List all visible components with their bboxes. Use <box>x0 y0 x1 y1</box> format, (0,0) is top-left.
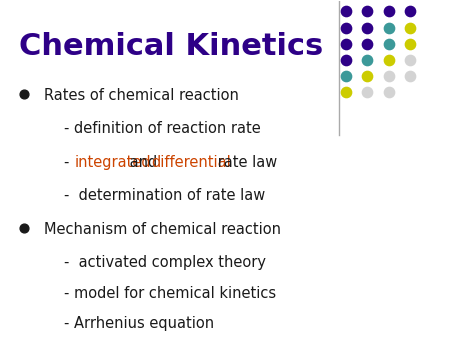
Point <box>406 9 414 14</box>
Point <box>406 25 414 30</box>
Point <box>385 9 392 14</box>
Text: Mechanism of chemical reaction: Mechanism of chemical reaction <box>44 222 281 237</box>
Text: integrated: integrated <box>74 155 151 170</box>
Text: - definition of reaction rate: - definition of reaction rate <box>64 121 261 136</box>
Text: - Arrhenius equation: - Arrhenius equation <box>64 316 214 331</box>
Point <box>342 57 349 63</box>
Point <box>385 41 392 46</box>
Point <box>342 41 349 46</box>
Text: - model for chemical kinetics: - model for chemical kinetics <box>64 286 276 300</box>
Point <box>406 57 414 63</box>
Text: -  determination of rate law: - determination of rate law <box>64 188 265 203</box>
Point <box>385 73 392 78</box>
Point <box>364 25 371 30</box>
Point <box>342 9 349 14</box>
Text: and: and <box>126 155 162 170</box>
Point <box>364 9 371 14</box>
Text: Chemical Kinetics: Chemical Kinetics <box>19 31 324 61</box>
Text: differential: differential <box>151 155 231 170</box>
Point <box>20 225 27 231</box>
Point <box>364 73 371 78</box>
Point <box>406 73 414 78</box>
Point <box>364 89 371 95</box>
Point <box>364 41 371 46</box>
Text: -  activated complex theory: - activated complex theory <box>64 256 266 270</box>
Point <box>364 57 371 63</box>
Point <box>342 25 349 30</box>
Text: -: - <box>64 155 74 170</box>
Point <box>385 25 392 30</box>
Point <box>342 89 349 95</box>
Point <box>342 73 349 78</box>
Point <box>406 41 414 46</box>
Text: Rates of chemical reaction: Rates of chemical reaction <box>44 88 239 103</box>
Text: rate law: rate law <box>212 155 277 170</box>
Point <box>385 57 392 63</box>
Point <box>385 89 392 95</box>
Point <box>20 91 27 96</box>
